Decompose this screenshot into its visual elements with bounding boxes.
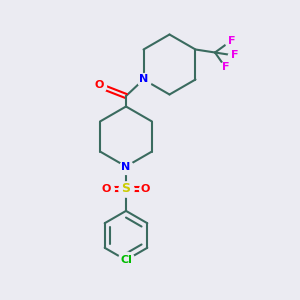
Text: N: N xyxy=(122,161,130,172)
Text: O: O xyxy=(141,184,150,194)
Text: F: F xyxy=(228,35,235,46)
Text: O: O xyxy=(102,184,111,194)
Text: F: F xyxy=(231,50,238,61)
Text: F: F xyxy=(222,62,229,73)
Text: S: S xyxy=(122,182,130,196)
Text: Cl: Cl xyxy=(120,255,132,265)
Text: N: N xyxy=(139,74,148,85)
Text: O: O xyxy=(94,80,104,91)
